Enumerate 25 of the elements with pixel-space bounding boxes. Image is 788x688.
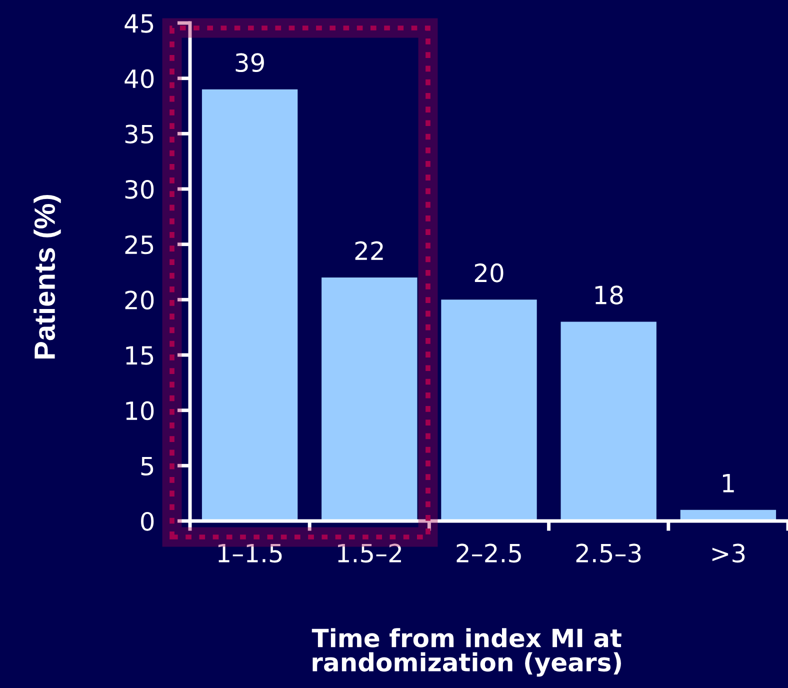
bar: [322, 278, 418, 521]
y-tick-label: 40: [124, 69, 154, 88]
data-label: 39: [236, 53, 264, 72]
y-tick-label: 35: [125, 124, 154, 144]
x-tick-label: 2.5–3: [576, 544, 641, 563]
y-tick-label: 45: [124, 14, 154, 33]
y-tick-label: 25: [125, 235, 154, 254]
data-label: 1: [722, 474, 734, 492]
x-axis-title: Time from index MI at randomization (years): [312, 628, 622, 677]
y-tick-label: 15: [126, 346, 154, 365]
bar: [560, 322, 656, 521]
x-tick-label: >3: [712, 544, 745, 563]
data-label: 18: [595, 286, 623, 304]
x-tick-label: 1–1.5: [218, 544, 282, 563]
data-label: 20: [474, 263, 504, 282]
y-tick-label: 20: [125, 290, 154, 310]
y-tick-label: 0: [141, 512, 154, 531]
y-tick-label: 5: [141, 456, 154, 476]
data-label: 22: [355, 241, 383, 260]
x-tick-label: 2–2.5: [456, 544, 521, 563]
y-axis-title: Patients (%): [34, 194, 61, 358]
y-tick-label: 10: [126, 401, 154, 420]
bar: [441, 300, 537, 521]
y-tick-label: 30: [125, 180, 154, 199]
x-tick-label: 1.5–2: [338, 544, 401, 563]
